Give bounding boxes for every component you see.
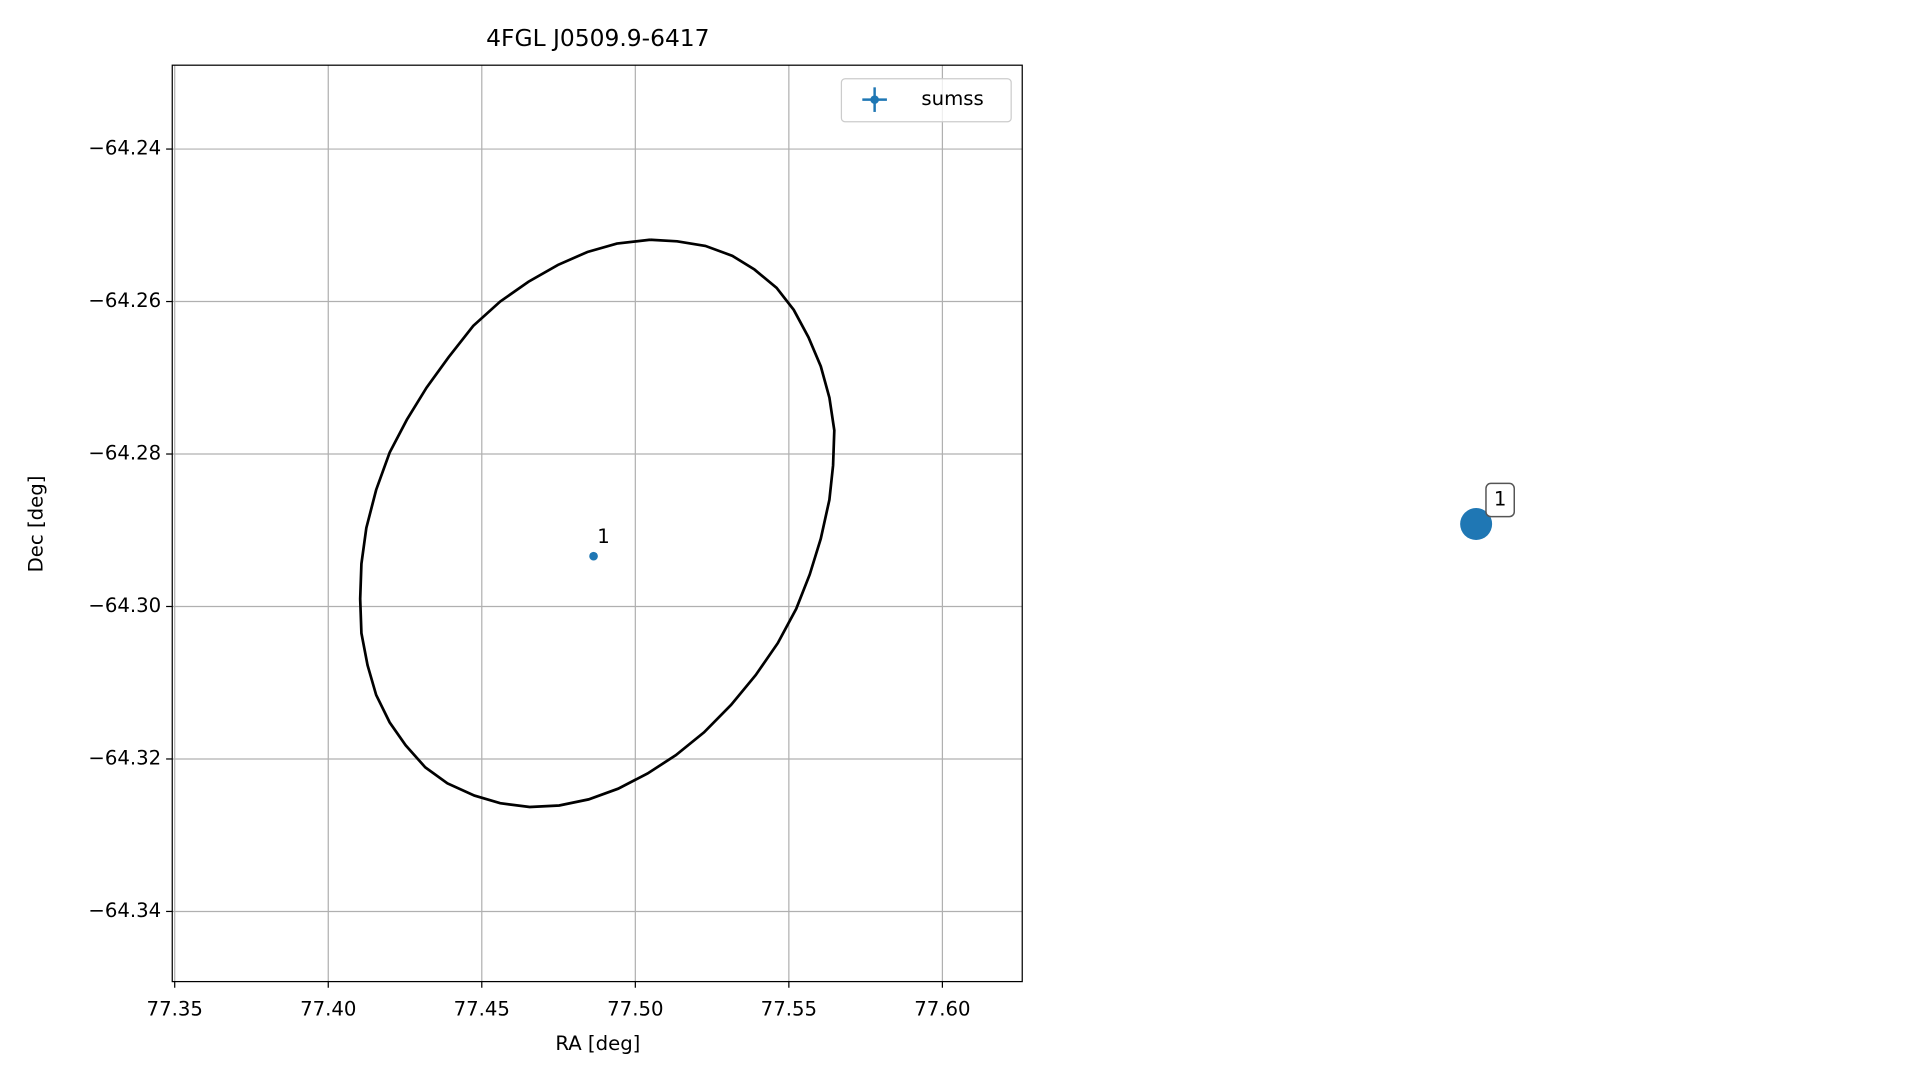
x-tick-label: 77.50 bbox=[607, 997, 663, 1020]
point bbox=[589, 551, 598, 561]
x-tick-label: 77.40 bbox=[300, 997, 356, 1020]
legend-label: sumss bbox=[921, 87, 983, 110]
y-tick-label: −64.24 bbox=[88, 137, 161, 160]
point-label: 1 bbox=[597, 525, 610, 548]
x-axis-label: RA [deg] bbox=[555, 1032, 640, 1055]
y-tick-label: −64.26 bbox=[88, 289, 161, 312]
x-tick-label: 77.60 bbox=[914, 997, 970, 1020]
x-tick-label: 77.55 bbox=[761, 997, 817, 1020]
y-tick-label: −64.32 bbox=[88, 746, 161, 769]
x-tick-label: 77.45 bbox=[454, 997, 510, 1020]
x-tick-label: 77.35 bbox=[147, 997, 203, 1020]
chart-title: 4FGL J0509.9-6417 bbox=[486, 24, 709, 52]
plot-frame bbox=[171, 64, 1023, 983]
legend-box bbox=[840, 78, 1012, 123]
y-tick-label: −64.30 bbox=[88, 594, 161, 617]
y-tick-label: −64.34 bbox=[88, 899, 161, 922]
y-tick-label: −64.28 bbox=[88, 442, 161, 465]
marker-dot bbox=[1460, 508, 1493, 540]
error-ellipse bbox=[358, 238, 836, 809]
marker-label: 1 bbox=[1494, 488, 1507, 511]
marker-label-box bbox=[1485, 482, 1515, 518]
legend-marker bbox=[870, 95, 879, 104]
y-axis-label: Dec [deg] bbox=[24, 476, 47, 573]
